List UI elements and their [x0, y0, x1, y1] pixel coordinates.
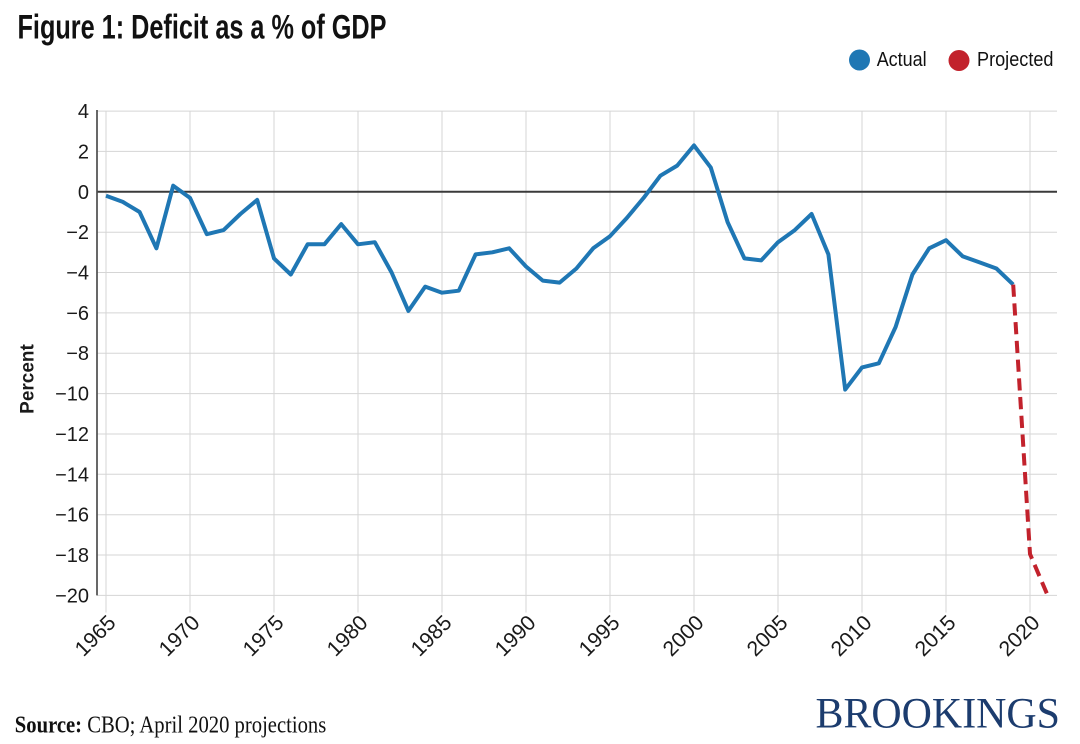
- svg-text:−10: −10: [55, 384, 89, 406]
- svg-text:−14: −14: [55, 464, 89, 486]
- svg-text:BROOKINGS: BROOKINGS: [816, 691, 1061, 738]
- svg-text:Figure 1: Deficit as a % of GD: Figure 1: Deficit as a % of GDP: [18, 8, 387, 46]
- svg-text:−12: −12: [55, 424, 89, 446]
- svg-text:−6: −6: [66, 303, 89, 325]
- svg-text:Source: CBO; April 2020 projec: Source: CBO; April 2020 projections: [15, 711, 326, 738]
- svg-text:Percent: Percent: [18, 343, 39, 413]
- svg-text:−2: −2: [66, 222, 89, 244]
- svg-text:−16: −16: [55, 505, 89, 527]
- svg-text:−4: −4: [66, 263, 89, 285]
- svg-text:4: 4: [78, 101, 89, 123]
- svg-text:−18: −18: [55, 545, 89, 567]
- svg-text:Projected: Projected: [977, 49, 1054, 71]
- svg-text:0: 0: [78, 182, 89, 204]
- svg-text:−8: −8: [66, 343, 89, 365]
- svg-text:−20: −20: [55, 585, 89, 607]
- svg-text:2: 2: [78, 141, 89, 163]
- svg-text:Actual: Actual: [877, 49, 927, 71]
